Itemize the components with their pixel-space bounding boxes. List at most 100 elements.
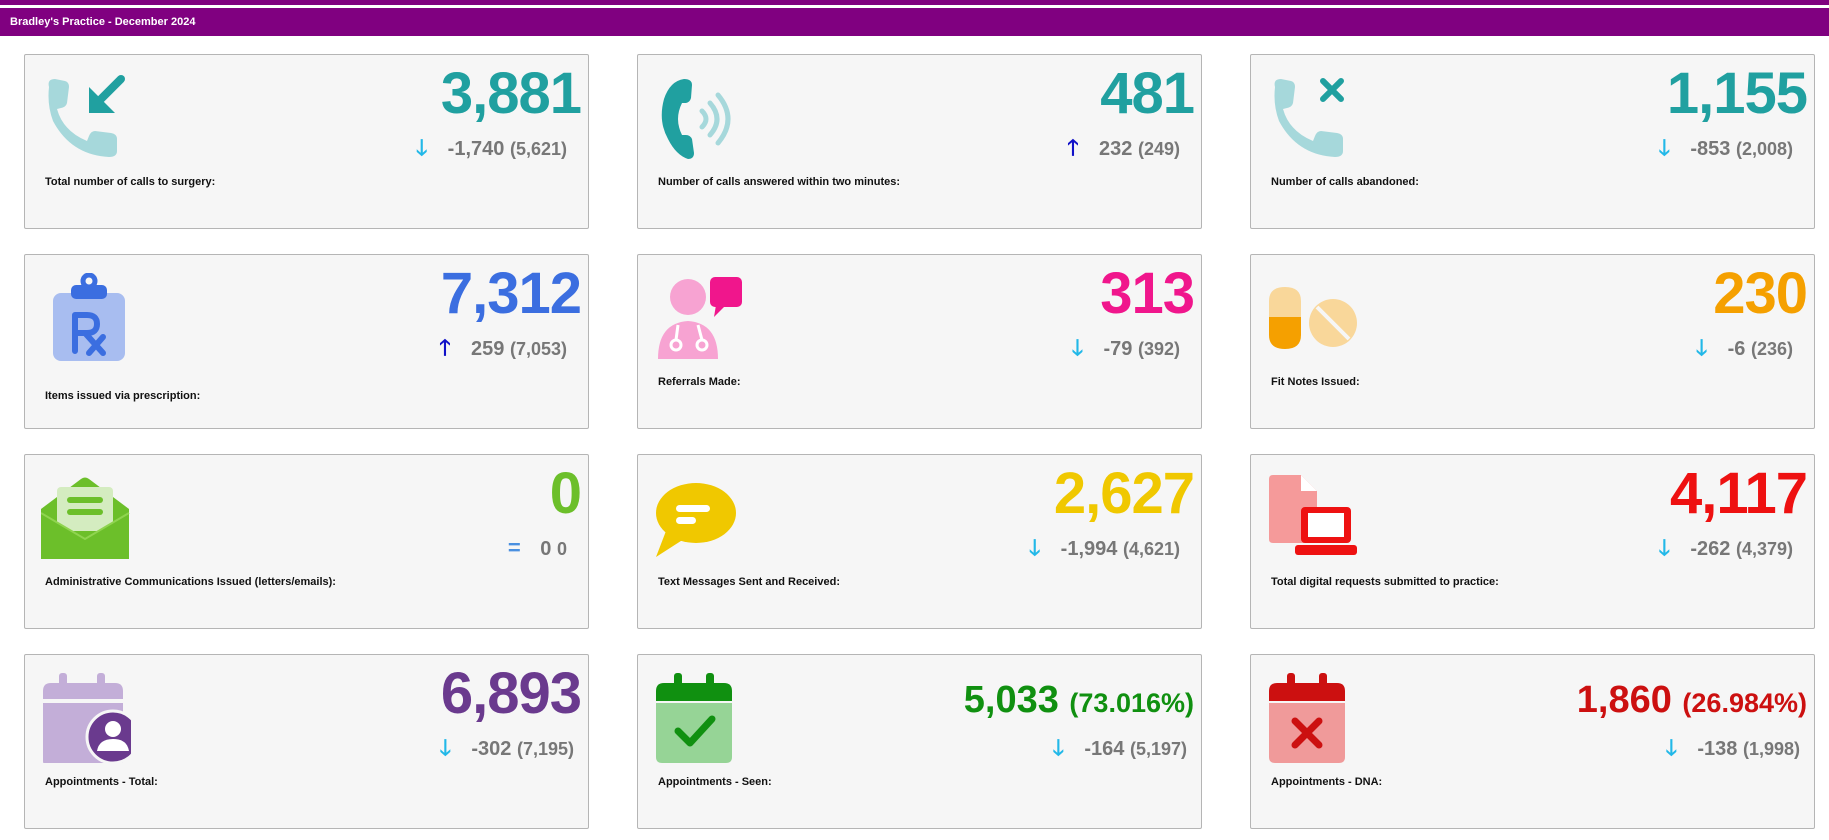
card-delta: 🡓 -138 (1,998) bbox=[1659, 733, 1800, 763]
trend-down-icon: 🡓 bbox=[415, 135, 428, 160]
trend-down-icon: 🡓 bbox=[1695, 335, 1708, 360]
delta-value: -302 bbox=[471, 738, 512, 760]
card-value: 3,881 bbox=[440, 61, 582, 126]
card-label: Referrals Made: bbox=[658, 376, 741, 388]
card-value-percent: (26.984%) bbox=[1682, 688, 1807, 718]
delta-value: 0 bbox=[540, 538, 552, 560]
card-label: Appointments - Total: bbox=[45, 776, 158, 788]
delta-value: -853 bbox=[1690, 138, 1731, 160]
card-value: 4,117 bbox=[1670, 461, 1808, 526]
card-fit-notes: 230 🡓 -6 (236) Fit Notes Issued: bbox=[1250, 254, 1815, 429]
card-delta: 🡓 -1,994 (4,621) bbox=[1023, 533, 1180, 563]
previous-value: (249) bbox=[1137, 139, 1180, 159]
card-label: Administrative Communications Issued (le… bbox=[45, 576, 336, 588]
delta-value: -138 bbox=[1697, 738, 1738, 760]
card-calls-answered: 481 🡑 232 (249) Number of calls answered … bbox=[637, 54, 1202, 229]
page-title: Bradley's Practice - December 2024 bbox=[0, 8, 1829, 36]
delta-value: 232 bbox=[1099, 138, 1133, 160]
card-label: Items issued via prescription: bbox=[45, 390, 201, 402]
card-delta: 🡑 232 (249) bbox=[1061, 133, 1180, 163]
delta-value: -1,994 bbox=[1060, 538, 1118, 560]
prescription-clipboard-icon bbox=[41, 273, 131, 363]
card-value: 5,033 (73.016%) bbox=[964, 675, 1194, 728]
card-label: Appointments - DNA: bbox=[1271, 776, 1383, 788]
card-value: 1,155 bbox=[1666, 61, 1808, 126]
card-value: 2,627 bbox=[1053, 461, 1195, 526]
equal-icon: = bbox=[507, 535, 521, 560]
card-value: 7,312 bbox=[440, 261, 582, 326]
card-delta: 🡓 -6 (236) bbox=[1690, 333, 1793, 363]
card-delta: 🡓 -1,740 (5,621) bbox=[410, 133, 567, 163]
card-value: 6,893 bbox=[440, 661, 582, 726]
card-value-number: 5,033 bbox=[963, 679, 1059, 721]
card-digital-requests: 4,117 🡓 -262 (4,379) Total digital reques… bbox=[1250, 454, 1815, 629]
card-label: Total digital requests submitted to prac… bbox=[1271, 576, 1499, 588]
card-prescriptions: 7,312 🡑 259 (7,053) Items issued via pres… bbox=[24, 254, 589, 429]
previous-value: (5,621) bbox=[509, 139, 567, 159]
previous-value: (4,621) bbox=[1122, 539, 1180, 559]
card-label: Appointments - Seen: bbox=[658, 776, 772, 788]
card-value-number: 1,860 bbox=[1576, 679, 1672, 721]
card-delta: 🡓 -79 (392) bbox=[1066, 333, 1180, 363]
card-calls-abandoned: 1,155 🡓 -853 (2,008) Number of calls aban… bbox=[1250, 54, 1815, 229]
delta-value: -164 bbox=[1084, 738, 1125, 760]
calendar-check-icon bbox=[654, 673, 744, 763]
doctor-chat-icon bbox=[654, 273, 744, 363]
phone-missed-icon bbox=[1267, 73, 1357, 163]
card-label: Total number of calls to surgery: bbox=[45, 176, 216, 188]
card-text-messages: 2,627 🡓 -1,994 (4,621) Text Messages Sent… bbox=[637, 454, 1202, 629]
card-delta: 🡓 -853 (2,008) bbox=[1652, 133, 1793, 163]
previous-value: (236) bbox=[1750, 339, 1793, 359]
previous-value: (2,008) bbox=[1735, 139, 1793, 159]
card-value: 0 bbox=[549, 461, 582, 526]
phone-incoming-icon bbox=[41, 73, 131, 163]
delta-value: -79 bbox=[1103, 338, 1133, 360]
previous-value: 0 bbox=[556, 539, 567, 559]
trend-down-icon: 🡓 bbox=[1028, 535, 1041, 560]
card-appointments-seen: 5,033 (73.016%) 🡓 -164 (5,197) Appointmen… bbox=[637, 654, 1202, 829]
card-delta: 🡓 -302 (7,195) bbox=[433, 733, 574, 763]
top-border bbox=[0, 0, 1829, 5]
card-total-calls: 3,881 🡓 -1,740 (5,621) Total number of ca… bbox=[24, 54, 589, 229]
chat-bubble-icon bbox=[654, 473, 744, 563]
card-value: 1,860 (26.984%) bbox=[1577, 675, 1807, 728]
trend-down-icon: 🡓 bbox=[1052, 735, 1065, 760]
card-delta: 🡑 259 (7,053) bbox=[433, 333, 567, 363]
card-label: Number of calls abandoned: bbox=[1271, 176, 1419, 188]
card-referrals: 313 🡓 -79 (392) Referrals Made: bbox=[637, 254, 1202, 429]
card-delta: 🡓 -262 (4,379) bbox=[1652, 533, 1793, 563]
previous-value: (5,197) bbox=[1129, 739, 1187, 759]
card-value: 230 bbox=[1713, 261, 1808, 326]
trend-down-icon: 🡓 bbox=[439, 735, 452, 760]
trend-down-icon: 🡓 bbox=[1665, 735, 1678, 760]
card-delta: 🡓 -164 (5,197) bbox=[1046, 733, 1187, 763]
open-envelope-icon bbox=[41, 473, 131, 563]
trend-down-icon: 🡓 bbox=[1658, 135, 1671, 160]
previous-value: (1,998) bbox=[1742, 739, 1800, 759]
trend-up-icon: 🡑 bbox=[1067, 135, 1079, 160]
card-appointments-total: 6,893 🡓 -302 (7,195) Appointments - Total… bbox=[24, 654, 589, 829]
card-label: Number of calls answered within two minu… bbox=[658, 176, 901, 188]
card-value-percent: (73.016%) bbox=[1069, 688, 1194, 718]
card-delta: = 0 0 bbox=[502, 533, 567, 563]
delta-value: 259 bbox=[471, 338, 505, 360]
calendar-person-icon bbox=[41, 673, 131, 763]
calendar-cross-icon bbox=[1267, 673, 1357, 763]
previous-value: (392) bbox=[1137, 339, 1180, 359]
delta-value: -6 bbox=[1727, 338, 1746, 360]
card-label: Text Messages Sent and Received: bbox=[658, 576, 840, 588]
trend-down-icon: 🡓 bbox=[1658, 535, 1671, 560]
document-laptop-icon bbox=[1267, 473, 1357, 563]
previous-value: (7,195) bbox=[516, 739, 574, 759]
previous-value: (7,053) bbox=[509, 339, 567, 359]
pills-icon bbox=[1267, 273, 1357, 363]
trend-up-icon: 🡑 bbox=[439, 335, 451, 360]
card-label: Fit Notes Issued: bbox=[1271, 376, 1360, 388]
previous-value: (4,379) bbox=[1735, 539, 1793, 559]
delta-value: -1,740 bbox=[447, 138, 505, 160]
card-admin-comms: 0 = 0 0 Administrative Communications Iss… bbox=[24, 454, 589, 629]
delta-value: -262 bbox=[1690, 538, 1731, 560]
card-appointments-dna: 1,860 (26.984%) 🡓 -138 (1,998) Appointmen… bbox=[1250, 654, 1815, 829]
phone-ringing-icon bbox=[654, 73, 744, 163]
card-value: 481 bbox=[1100, 61, 1195, 126]
